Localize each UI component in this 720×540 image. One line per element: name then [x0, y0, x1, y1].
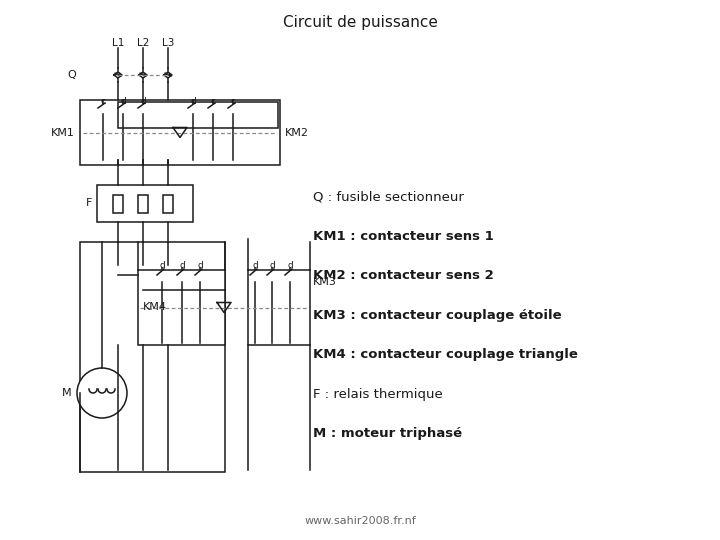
- Bar: [138, 194, 148, 213]
- Bar: [163, 194, 173, 213]
- Text: KM2: KM2: [285, 127, 309, 138]
- Text: d: d: [269, 261, 275, 271]
- Text: d: d: [140, 97, 146, 105]
- Bar: [248, 270, 310, 345]
- Text: KM1 : contacteur sens 1: KM1 : contacteur sens 1: [313, 230, 494, 243]
- Text: Circuit de puissance: Circuit de puissance: [282, 15, 438, 30]
- Text: L1: L1: [112, 38, 124, 48]
- Text: c: c: [230, 97, 235, 105]
- Bar: [118, 102, 278, 128]
- Text: M: M: [62, 388, 72, 398]
- Bar: [138, 270, 225, 345]
- Text: KM3 : contacteur couplage étoile: KM3 : contacteur couplage étoile: [313, 309, 562, 322]
- Text: F : relais thermique: F : relais thermique: [313, 388, 443, 401]
- Text: KM1: KM1: [51, 127, 75, 138]
- Bar: [113, 194, 123, 213]
- Text: d: d: [287, 261, 293, 271]
- Text: www.sahir2008.fr.nf: www.sahir2008.fr.nf: [304, 516, 416, 526]
- Text: L3: L3: [162, 38, 174, 48]
- Text: KM2 : contacteur sens 2: KM2 : contacteur sens 2: [313, 269, 494, 282]
- Text: d: d: [190, 97, 196, 105]
- Text: Q: Q: [67, 70, 76, 80]
- Text: KM4 : contacteur couplage triangle: KM4 : contacteur couplage triangle: [313, 348, 578, 361]
- Text: d: d: [179, 261, 185, 271]
- Circle shape: [77, 368, 127, 418]
- Text: Q : fusible sectionneur: Q : fusible sectionneur: [313, 191, 464, 204]
- Text: d: d: [252, 261, 258, 271]
- Text: KM4: KM4: [143, 302, 167, 313]
- Bar: [80, 100, 280, 165]
- Text: KM3: KM3: [313, 277, 337, 287]
- Text: c: c: [101, 97, 106, 105]
- Text: F: F: [86, 199, 92, 208]
- Text: M : moteur triphasé: M : moteur triphasé: [313, 427, 462, 440]
- Text: d: d: [120, 97, 126, 105]
- Bar: [97, 185, 193, 222]
- Text: L2: L2: [137, 38, 149, 48]
- Text: d: d: [159, 261, 165, 271]
- Text: d: d: [197, 261, 203, 271]
- Bar: [80, 242, 225, 472]
- Text: c: c: [210, 97, 215, 105]
